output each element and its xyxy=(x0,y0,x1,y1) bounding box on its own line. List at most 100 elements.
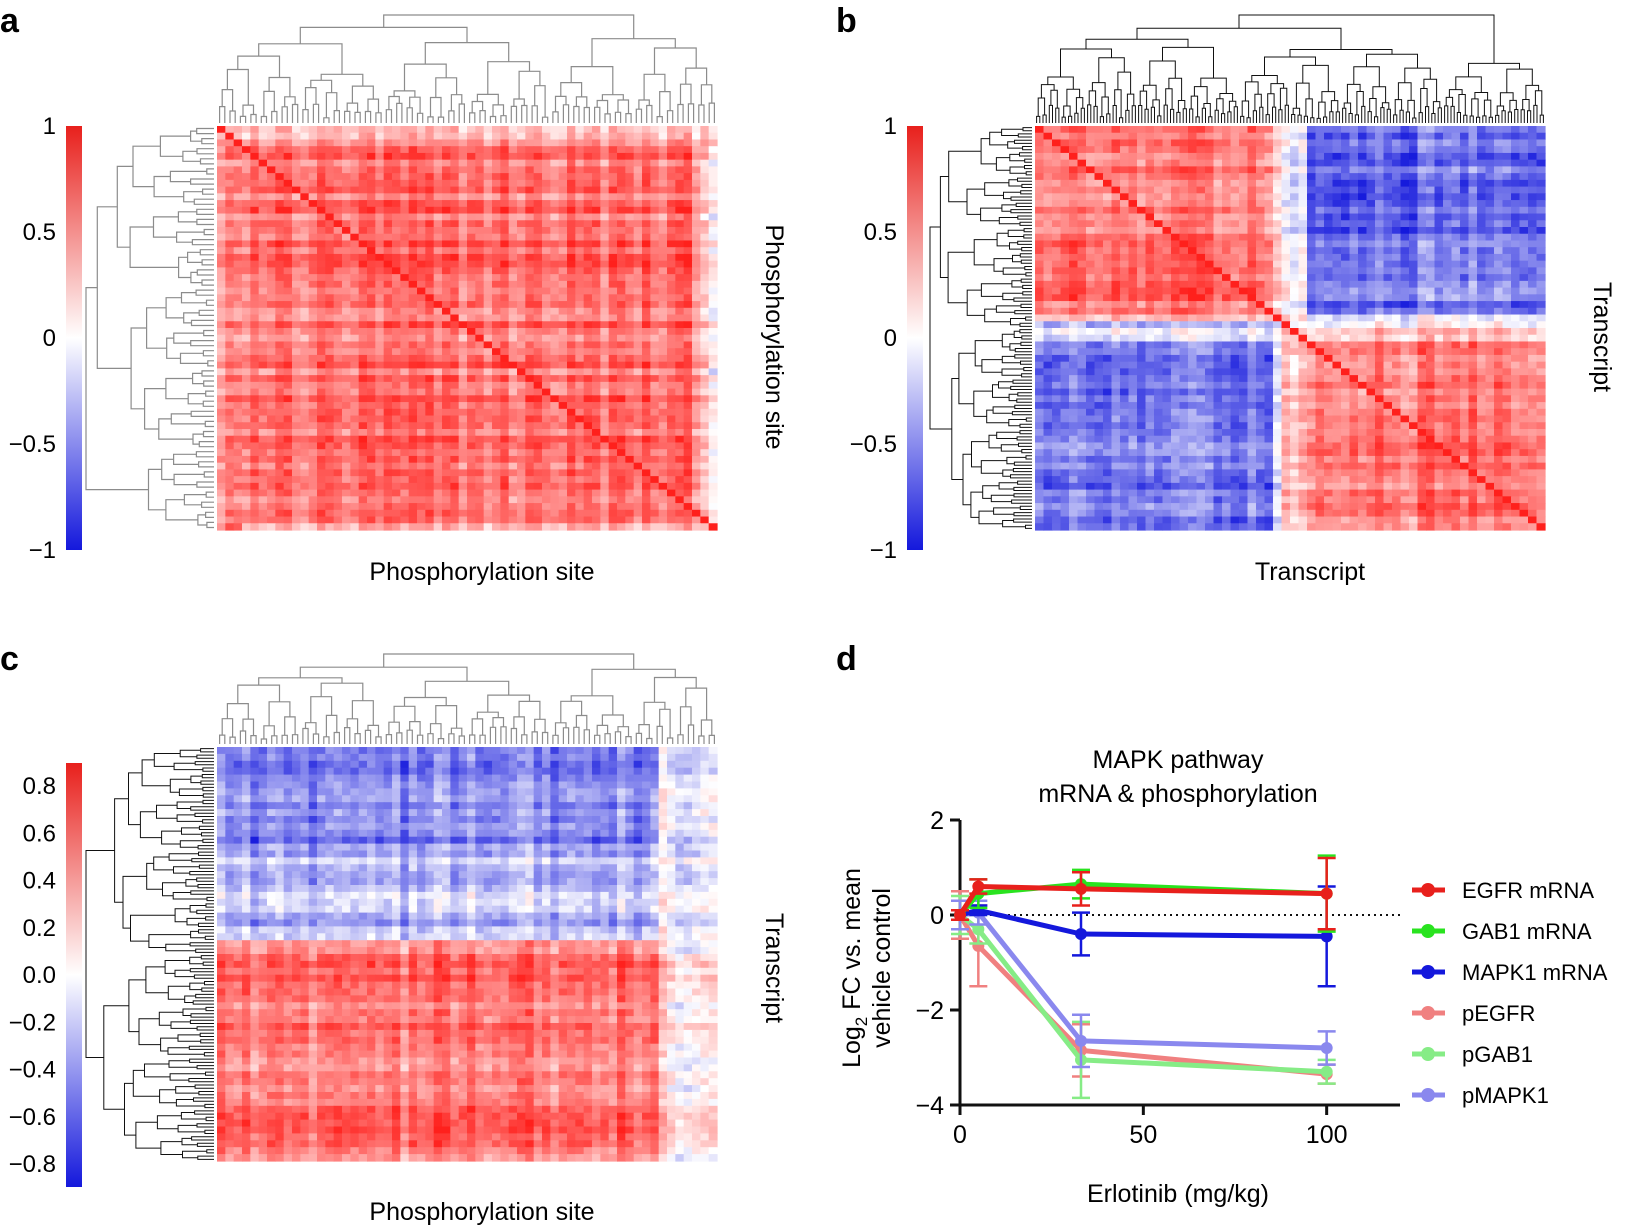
dendrogram-branch xyxy=(1318,101,1326,119)
heatmap-cell xyxy=(408,328,418,336)
heatmap-cell xyxy=(333,307,343,316)
heatmap-cell xyxy=(500,415,510,423)
heatmap-cell xyxy=(258,206,268,215)
heatmap-cell xyxy=(600,388,610,396)
heatmap-cell xyxy=(325,173,335,181)
heatmap-cell xyxy=(542,429,551,437)
heatmap-cell xyxy=(583,307,593,316)
heatmap-cell xyxy=(592,213,601,221)
heatmap-cell xyxy=(1332,139,1342,147)
heatmap-cell xyxy=(533,173,543,181)
heatmap-cell xyxy=(258,449,268,457)
heatmap-cell xyxy=(567,402,576,410)
heatmap-cell xyxy=(500,449,510,457)
heatmap-cell xyxy=(583,334,593,343)
heatmap-cell xyxy=(1307,186,1317,194)
heatmap-cell xyxy=(475,408,485,417)
heatmap-cell xyxy=(1409,173,1419,181)
heatmap-cell xyxy=(392,361,401,369)
heatmap-cell xyxy=(533,193,543,201)
heatmap-cell xyxy=(633,395,643,403)
heatmap-cell xyxy=(550,361,560,369)
heatmap-cell xyxy=(1383,159,1393,167)
heatmap-cell xyxy=(1230,220,1240,228)
heatmap-cell xyxy=(417,132,426,141)
heatmap-cell xyxy=(683,523,693,531)
heatmap-cell xyxy=(1426,179,1436,188)
heatmap-cell xyxy=(325,301,335,309)
heatmap-cell xyxy=(325,186,335,194)
heatmap-cell xyxy=(1273,152,1283,161)
heatmap-cell xyxy=(658,294,668,302)
heatmap-cell xyxy=(333,314,343,322)
heatmap-cell xyxy=(700,368,710,376)
heatmap-cell xyxy=(425,408,435,417)
heatmap-cell xyxy=(550,341,560,349)
dendrogram-branch xyxy=(656,116,663,123)
heatmap-cell xyxy=(308,200,318,208)
heatmap-cell xyxy=(550,173,560,181)
heatmap-cell xyxy=(358,489,368,497)
heatmap-cell xyxy=(617,132,626,141)
heatmap-cell xyxy=(700,415,710,423)
heatmap-cell xyxy=(608,476,618,484)
heatmap-cell xyxy=(300,186,310,194)
heatmap-cell xyxy=(1307,213,1317,221)
heatmap-cell xyxy=(1315,179,1325,188)
heatmap-cell xyxy=(625,348,635,356)
heatmap-cell xyxy=(475,314,485,322)
heatmap-cell xyxy=(308,476,318,484)
heatmap-cell xyxy=(558,354,568,363)
heatmap-cell xyxy=(1434,200,1444,208)
heatmap-cell xyxy=(675,516,685,524)
heatmap-cell xyxy=(508,449,518,457)
heatmap-cell xyxy=(650,402,660,410)
heatmap-cell xyxy=(1519,166,1529,174)
heatmap-cell xyxy=(1485,132,1495,141)
dendrogram-branch xyxy=(260,115,268,123)
heatmap-cell xyxy=(583,415,593,423)
heatmap-cell xyxy=(217,381,226,390)
heatmap-cell xyxy=(658,227,668,235)
heatmap-cell xyxy=(1077,139,1087,147)
heatmap-cell xyxy=(367,267,376,275)
heatmap-cell xyxy=(375,193,385,201)
heatmap-cell xyxy=(258,307,268,316)
heatmap-cell xyxy=(1035,213,1045,221)
heatmap-cell xyxy=(433,139,443,147)
heatmap-cell xyxy=(675,280,685,289)
heatmap-cell xyxy=(1358,193,1368,201)
heatmap-cell xyxy=(650,516,660,524)
heatmap-cell xyxy=(583,193,593,201)
heatmap-cell xyxy=(1315,152,1325,161)
heatmap-cell xyxy=(692,159,701,167)
heatmap-cell xyxy=(308,179,318,188)
heatmap-cell xyxy=(233,146,243,154)
heatmap-cell xyxy=(525,166,535,174)
heatmap-cell xyxy=(533,186,543,194)
heatmap-cell xyxy=(608,321,618,329)
heatmap-cell xyxy=(342,186,351,194)
heatmap-cell xyxy=(600,314,610,322)
heatmap-cell xyxy=(300,455,310,464)
heatmap-cell xyxy=(450,422,460,430)
heatmap-cell xyxy=(1230,200,1240,208)
heatmap-cell xyxy=(417,482,426,491)
heatmap-cell xyxy=(550,260,560,268)
heatmap-cell xyxy=(225,415,235,423)
heatmap-cell xyxy=(1069,220,1079,228)
heatmap-cell xyxy=(217,193,226,201)
heatmap-cell xyxy=(1188,173,1198,181)
heatmap-cell xyxy=(1094,200,1104,208)
heatmap-cell xyxy=(1256,146,1266,154)
heatmap-cell xyxy=(458,408,468,417)
heatmap-cell xyxy=(233,449,243,457)
heatmap-cell xyxy=(458,260,468,268)
heatmap-cell xyxy=(392,247,401,255)
dendrogram-branch xyxy=(1219,93,1234,102)
heatmap-cell xyxy=(417,509,426,518)
heatmap-cell xyxy=(508,166,518,174)
heatmap-cell xyxy=(1400,200,1410,208)
heatmap-cell xyxy=(283,375,293,383)
heatmap-cell xyxy=(625,449,635,457)
